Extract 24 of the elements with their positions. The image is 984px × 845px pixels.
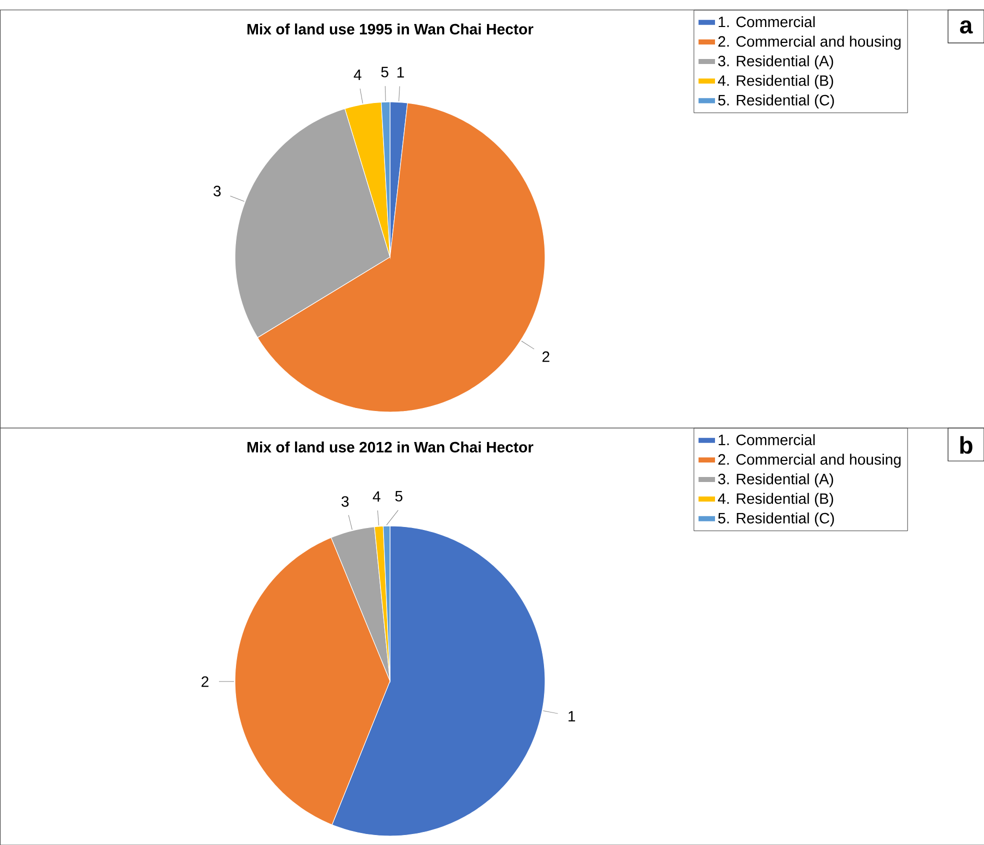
legend-label: 4. Residential (B) [718, 492, 834, 507]
text: 2 [202, 676, 208, 687]
text: 2 [542, 351, 550, 362]
text: 5 [381, 66, 388, 78]
text: 4 [372, 491, 380, 502]
text: Mix of land use 2012 in Wan Chai Hector [248, 441, 534, 452]
legend-label: 2. Commercial and housing [718, 36, 901, 50]
text: a [960, 20, 973, 34]
legend-label: 5. Residential (C) [718, 94, 834, 108]
text: b [960, 436, 972, 454]
text: 1 [397, 67, 404, 78]
legend-label: 5. Residential (C) [718, 512, 834, 526]
legend-label: 2. Commercial and housing [718, 454, 901, 468]
text: Mix of land use 1995 in Wan Chai Hector [248, 23, 534, 34]
legend-label: 3. Residential (A) [718, 55, 834, 70]
text: 3 [214, 186, 221, 196]
legend-label: 1. Commercial [718, 434, 815, 446]
legend-label: 3. Residential (A) [718, 473, 834, 488]
text: 4 [354, 70, 362, 80]
text: 1 [568, 711, 576, 722]
text: 3 [342, 496, 349, 507]
legend-label: 4. Residential (B) [718, 74, 834, 89]
legend-label: 1. Commercial [718, 16, 815, 28]
text: 5 [395, 490, 402, 502]
